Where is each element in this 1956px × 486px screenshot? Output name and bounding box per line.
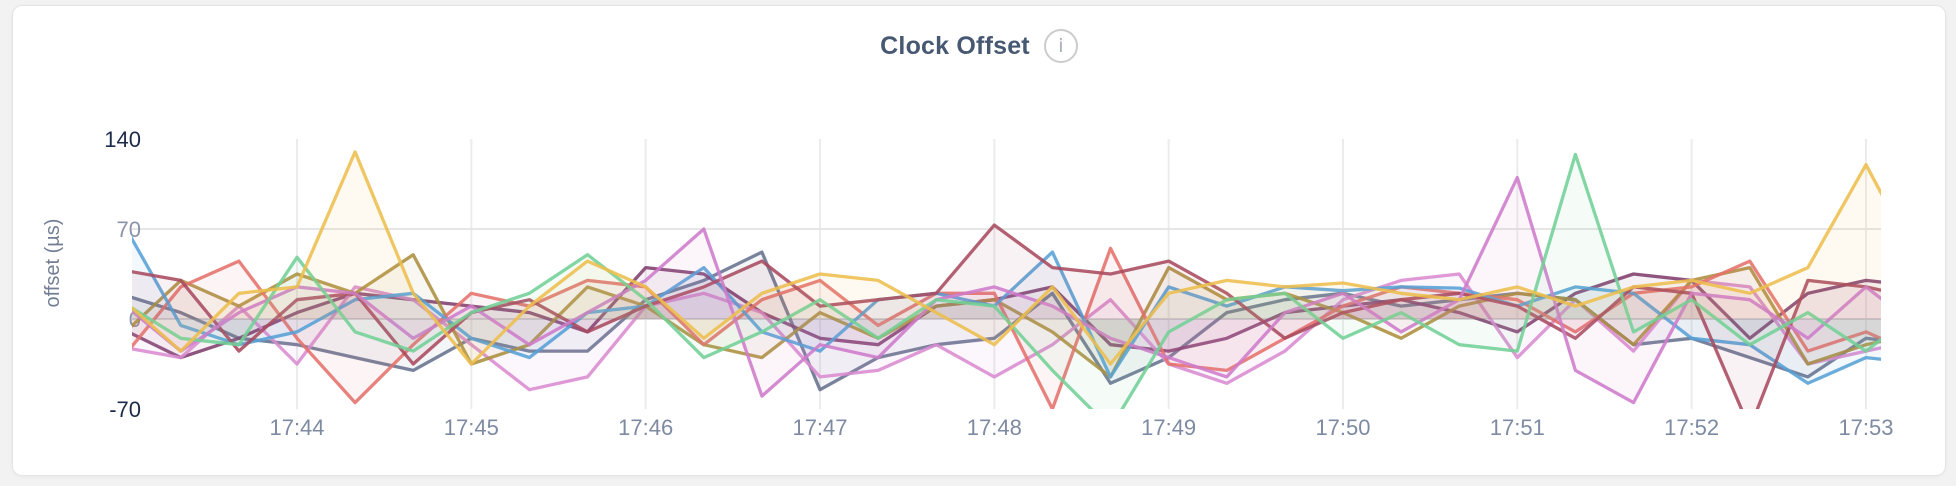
chart-header: Clock Offset i [13,28,1945,64]
x-tick-label: 17:44 [269,415,324,440]
series-line-maroon [132,223,1881,409]
x-tick-label: 17:45 [444,415,499,440]
series-area-maroon [132,225,1881,409]
info-icon[interactable]: i [1043,29,1078,63]
y-tick-label: -70 [109,397,141,422]
x-tick-label: 17:47 [792,415,847,440]
x-tick-label: 17:51 [1490,415,1545,440]
x-tick-label: 17:46 [618,415,673,440]
series-area-blue [132,239,1881,384]
series-area-gold [132,151,1881,364]
x-tick-label: 17:53 [1838,415,1893,440]
series-group [132,150,1881,409]
series-area-darkpurple [132,267,1881,358]
chart-title: Clock Offset [880,31,1030,60]
y-tick-label: 140 [104,127,141,152]
series-line-green [132,152,1881,409]
x-tick-label: 17:50 [1315,415,1370,440]
x-tick-label: 17:52 [1664,415,1719,440]
chart-card: Clock Offset i 17:44 17:45 17:46 17:47 17:48… [12,5,1946,476]
x-tick-label: 17:49 [1141,415,1196,440]
y-axis-title: offset (µs) [42,219,64,308]
y-tick-label: 70 [117,217,141,242]
series-line-blue [132,235,1881,385]
series-line-gold [132,150,1881,366]
x-tick-label: 17:48 [967,415,1022,440]
clock-offset-chart[interactable]: 17:44 17:45 17:46 17:47 17:48 17:49 17:50 17:51… [13,78,1945,468]
series-line-orchid [132,175,1881,405]
